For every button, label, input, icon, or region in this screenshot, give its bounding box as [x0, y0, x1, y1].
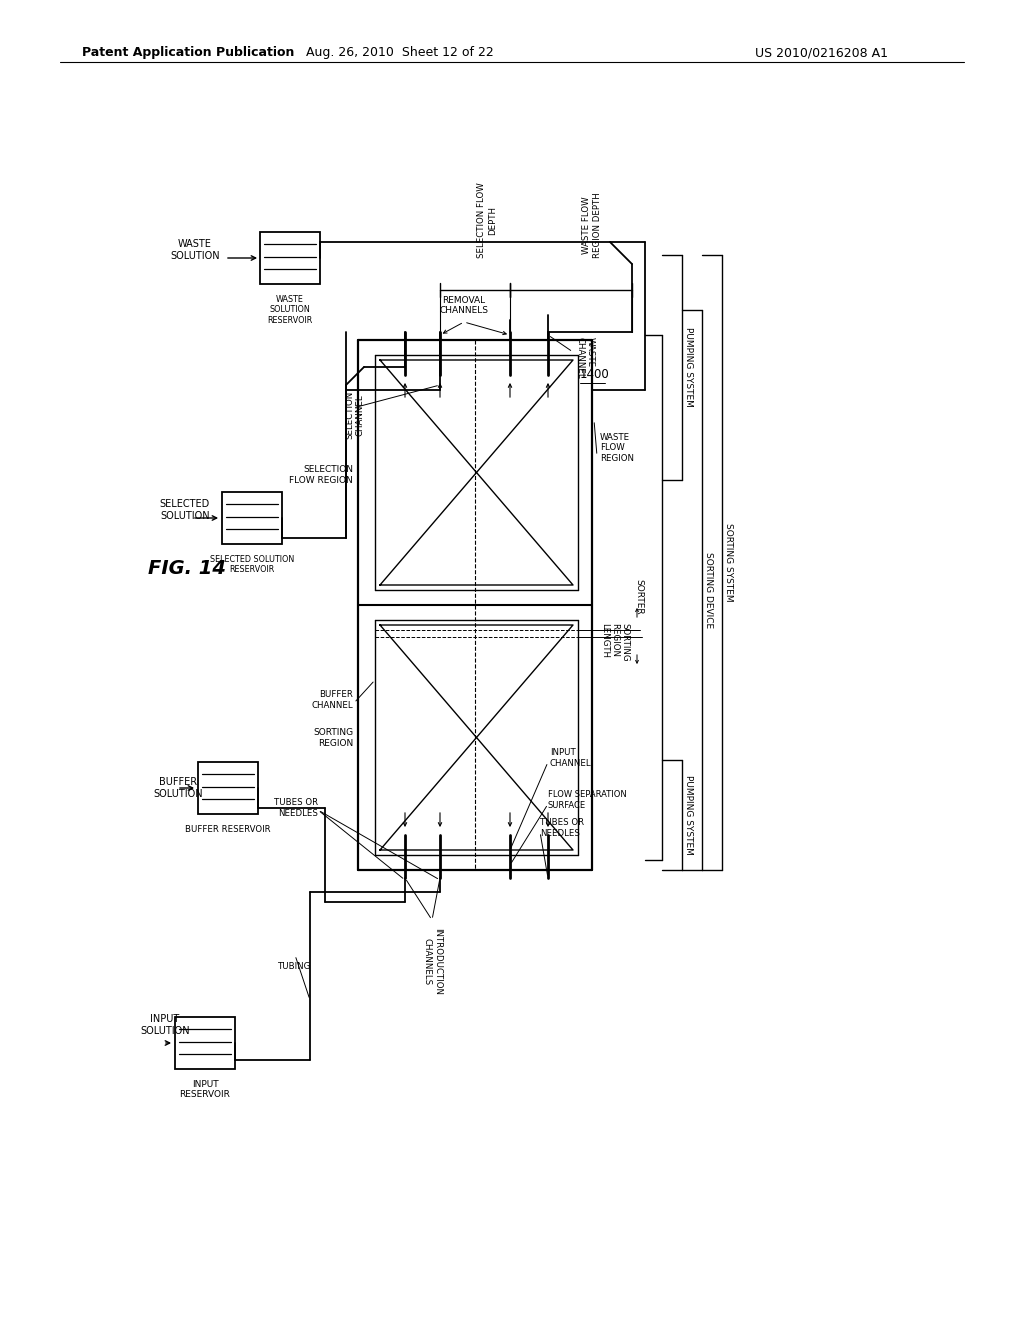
Text: REMOVAL
CHANNELS: REMOVAL CHANNELS [439, 296, 488, 315]
Text: SELECTED SOLUTION
RESERVOIR: SELECTED SOLUTION RESERVOIR [210, 554, 294, 574]
Text: INPUT
CHANNEL: INPUT CHANNEL [550, 748, 592, 768]
Bar [222, 492, 282, 544]
Text: Aug. 26, 2010  Sheet 12 of 22: Aug. 26, 2010 Sheet 12 of 22 [306, 46, 494, 59]
Text: WASTE FLOW
REGION DEPTH: WASTE FLOW REGION DEPTH [583, 193, 602, 257]
Text: TUBING: TUBING [279, 962, 311, 972]
Text: INPUT
SOLUTION: INPUT SOLUTION [140, 1014, 189, 1036]
Text: WASTE
SOLUTION: WASTE SOLUTION [170, 239, 220, 261]
Text: INPUT
RESERVOIR: INPUT RESERVOIR [179, 1080, 230, 1100]
Text: FLOW SEPARATION
SURFACE: FLOW SEPARATION SURFACE [548, 791, 627, 809]
Text: WASTE
CHANNEL: WASTE CHANNEL [575, 337, 594, 379]
Text: US 2010/0216208 A1: US 2010/0216208 A1 [755, 46, 888, 59]
Bar [198, 762, 258, 814]
Text: WASTE
SOLUTION
RESERVOIR: WASTE SOLUTION RESERVOIR [267, 294, 312, 325]
Text: INTRODUCTION
CHANNELS: INTRODUCTION CHANNELS [422, 928, 441, 995]
Bar [175, 1016, 234, 1069]
Text: SELECTION
CHANNEL: SELECTION CHANNEL [345, 391, 365, 440]
Text: SELECTION FLOW
DEPTH: SELECTION FLOW DEPTH [477, 182, 497, 257]
Text: SELECTED
SOLUTION: SELECTED SOLUTION [160, 499, 210, 521]
Text: FIG. 14: FIG. 14 [148, 558, 226, 578]
Text: SORTING SYSTEM: SORTING SYSTEM [724, 523, 733, 602]
Text: WASTE
FLOW
REGION: WASTE FLOW REGION [600, 433, 634, 463]
Text: SORTING
REGION: SORTING REGION [313, 729, 353, 747]
Text: PUMPING SYSTEM: PUMPING SYSTEM [684, 775, 693, 855]
Text: Patent Application Publication: Patent Application Publication [82, 46, 294, 59]
Text: TUBES OR
NEEDLES: TUBES OR NEEDLES [273, 799, 318, 817]
Text: SELECTION
FLOW REGION: SELECTION FLOW REGION [289, 465, 353, 484]
Text: BUFFER RESERVOIR: BUFFER RESERVOIR [185, 825, 270, 834]
Text: SORTING DEVICE: SORTING DEVICE [705, 552, 713, 628]
Text: 1400: 1400 [580, 368, 609, 381]
Bar [260, 232, 319, 284]
Text: TUBES OR
NEEDLES: TUBES OR NEEDLES [540, 818, 584, 838]
Text: BUFFER
SOLUTION: BUFFER SOLUTION [154, 777, 203, 799]
Text: BUFFER
CHANNEL: BUFFER CHANNEL [311, 690, 353, 710]
Text: SORTING
REGION
LENGTH: SORTING REGION LENGTH [600, 623, 630, 661]
Text: SORTER: SORTER [634, 579, 643, 615]
Text: PUMPING SYSTEM: PUMPING SYSTEM [684, 327, 693, 407]
